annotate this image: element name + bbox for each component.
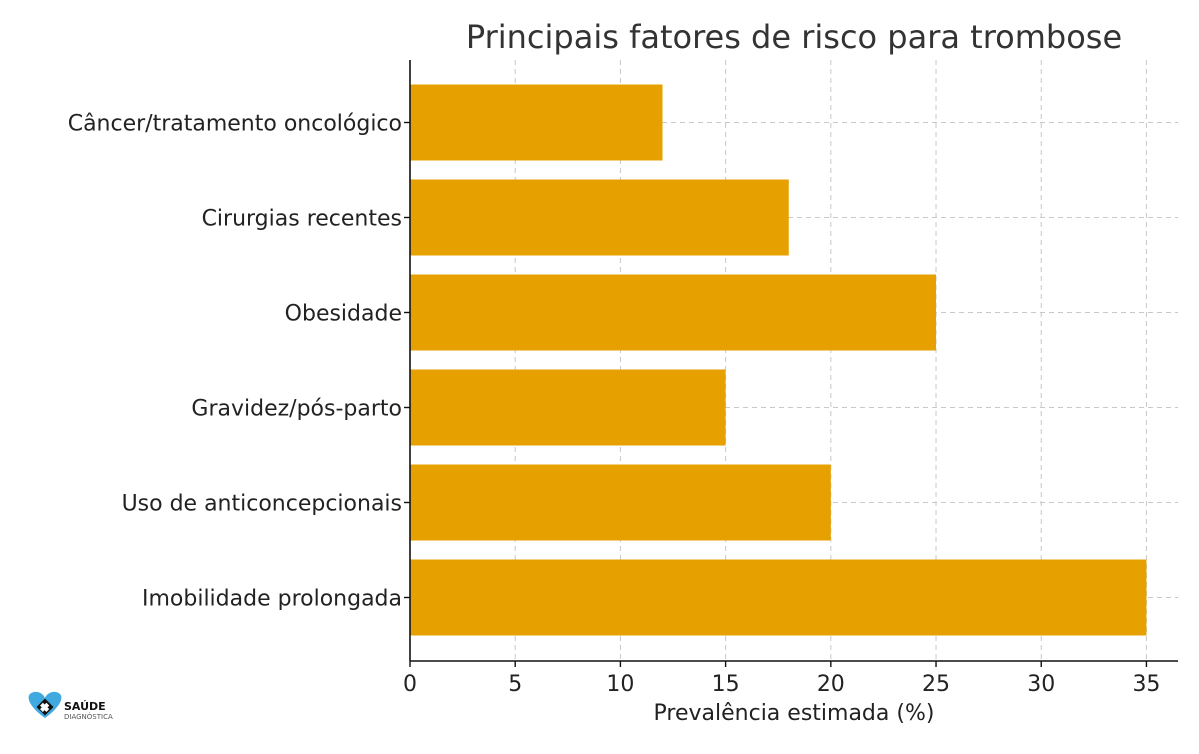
x-tick-label: 15 [712, 672, 740, 697]
x-tick-label: 5 [508, 672, 522, 697]
logo-name: SAÚDE [64, 700, 106, 713]
x-tick-label: 35 [1132, 672, 1160, 697]
category-label: Imobilidade prolongada [142, 587, 402, 612]
axes-layer [409, 60, 1178, 662]
category-label: Gravidez/pós-parto [191, 397, 402, 422]
bar-2 [410, 369, 726, 446]
category-labels: Imobilidade prolongada Uso de anticoncepc… [68, 112, 410, 612]
bar-5 [410, 84, 663, 161]
heart-icon [28, 691, 62, 718]
bar-1 [410, 464, 831, 541]
x-tick-label: 20 [817, 672, 845, 697]
x-tick-label: 25 [922, 672, 950, 697]
bar-4 [410, 179, 789, 256]
category-label: Cirurgias recentes [202, 207, 402, 232]
x-axis-title: Prevalência estimada (%) [654, 701, 935, 726]
x-tick-label: 10 [606, 672, 634, 697]
brand-logo: SAÚDE DIAGNÓSTICA [28, 691, 113, 721]
category-label: Obesidade [285, 302, 402, 327]
bars-layer [410, 84, 1147, 636]
logo-subtitle: DIAGNÓSTICA [64, 712, 113, 721]
x-tick-label: 0 [403, 672, 417, 697]
bar-0 [410, 559, 1147, 636]
x-tick-label: 30 [1027, 672, 1055, 697]
x-tick-labels: 0 5 10 15 20 25 30 35 [403, 661, 1160, 697]
chart-title: Principais fatores de risco para trombos… [466, 18, 1122, 56]
bar-3 [410, 274, 937, 351]
category-label: Câncer/tratamento oncológico [68, 112, 402, 137]
category-label: Uso de anticoncepcionais [122, 492, 402, 517]
